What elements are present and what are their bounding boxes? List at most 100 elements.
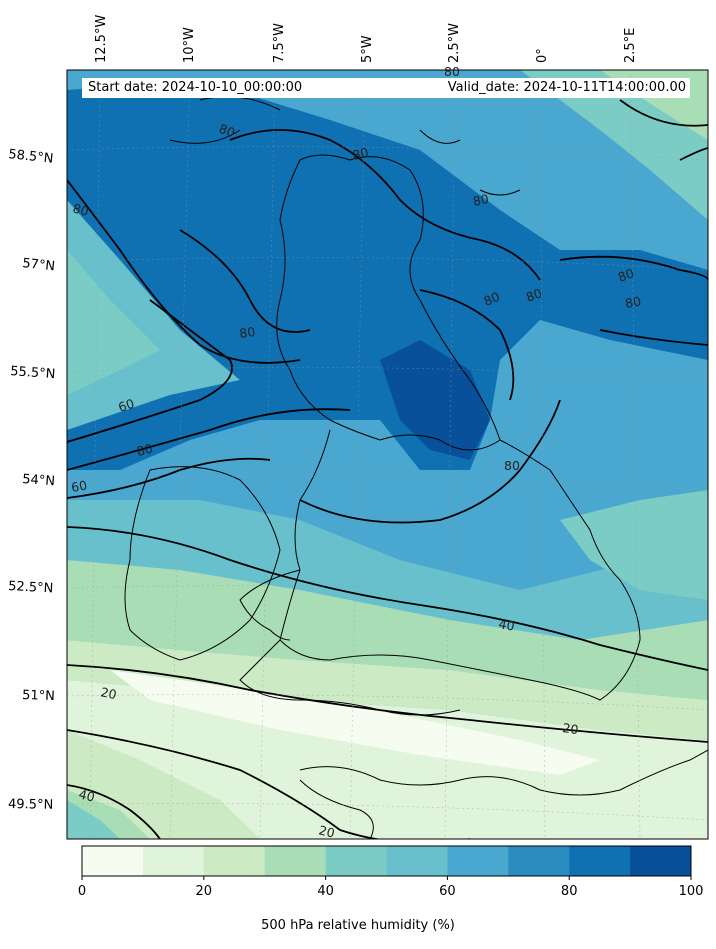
lon-label: 5°W: [360, 35, 375, 63]
valid-date-label: Valid_date: 2024-10-11T14:00:00.00: [447, 80, 686, 95]
coast-ireland: [124, 466, 281, 661]
field-sw-teal2: [67, 800, 120, 839]
contour-label: 80: [238, 324, 256, 341]
colorbar: 0 20 40 60 80 100: [78, 845, 704, 899]
colorbar-segment: [82, 846, 144, 876]
contour-label: 20: [99, 684, 118, 702]
contour-label: 80: [217, 121, 237, 141]
contour-60-south: [67, 457, 271, 499]
field-green-20: [67, 680, 708, 839]
contour-label: 20: [562, 720, 580, 737]
contour-label: 80: [624, 293, 642, 311]
field-mid-teal: [67, 500, 708, 640]
colorbar-segment: [386, 846, 448, 876]
start-date-label: Start date: 2024-10-10_00:00:00: [88, 80, 303, 95]
lat-label: 55.5°N: [10, 364, 56, 382]
contour-80-west: [67, 179, 301, 364]
grid-lon-4: [349, 70, 366, 839]
colorbar-tick-label: 100: [679, 884, 704, 899]
contour-80-east: [299, 399, 561, 524]
contour-label: 80: [524, 285, 544, 305]
grid-lat-1: [67, 146, 708, 161]
coast-brittany: [299, 779, 374, 839]
contour-80-south: [67, 408, 351, 471]
contour-label: 60: [70, 477, 88, 495]
colorbar-tick-label: 80: [561, 884, 578, 899]
colorbar-border: [81, 845, 692, 877]
lat-label: 52.5°N: [8, 579, 54, 596]
contour-80-east2: [419, 289, 515, 401]
contour-80-ne2: [599, 329, 708, 346]
gridlines: [67, 70, 708, 839]
colorbar-segment: [447, 846, 509, 876]
lon-label: 7.5°W: [272, 23, 287, 63]
grid-lon-3: [259, 70, 276, 839]
colorbar-title: 500 hPa relative humidity (%): [261, 918, 455, 933]
coast-wales: [239, 569, 301, 641]
grid-lat-5: [67, 585, 708, 601]
contour-label: 40: [497, 616, 515, 634]
contour-80-top: [619, 99, 708, 127]
contour-label: 60: [116, 396, 136, 415]
lat-label: 51°N: [22, 688, 55, 704]
lat-label: 58.5°N: [8, 147, 54, 167]
contour-label: 40: [77, 786, 96, 804]
field-lightest: [110, 670, 600, 775]
lat-label: 57°N: [22, 256, 56, 274]
colorbar-tick-label: 60: [439, 884, 456, 899]
date-info-box: Start date: 2024-10-10_00:00:00 Valid_da…: [82, 78, 690, 98]
grid-lat-2: [67, 257, 708, 271]
grid-lat-3: [67, 367, 708, 381]
grid-lon-1: [89, 70, 101, 839]
coast-france: [299, 749, 708, 796]
lon-label: 10°W: [182, 27, 197, 63]
lon-label: 0°: [535, 48, 550, 63]
grid-lat-6: [67, 694, 708, 711]
contour-label: 80: [135, 440, 154, 458]
contour-80-core: [229, 129, 541, 281]
contour-20-upper: [67, 664, 708, 743]
map-border: [66, 69, 709, 840]
grid-lon-5: [444, 70, 456, 839]
coast-scotland: [276, 154, 501, 451]
lat-label: 54°N: [22, 472, 56, 489]
contour-label: 80: [482, 289, 502, 309]
contour-label: 80: [351, 144, 370, 163]
lon-label: 2.5°E: [623, 28, 638, 63]
field-west-teal: [67, 200, 240, 440]
contour-label: 80: [504, 458, 520, 473]
colorbar-segment: [325, 846, 387, 876]
contour-label: 80: [616, 265, 636, 285]
contour-label: 80: [444, 64, 460, 79]
colorbar-segment: [142, 846, 205, 876]
contour-label: 80: [472, 191, 491, 209]
lon-label: 12.5°W: [94, 15, 109, 63]
lon-label: 2.5°W: [447, 23, 462, 63]
contour-label: 80: [71, 200, 90, 219]
colorbar-tick-label: 40: [317, 884, 334, 899]
lat-label: 49.5°N: [8, 797, 53, 813]
contour-60-west: [67, 299, 233, 443]
grid-lon-2: [169, 70, 191, 839]
grid-lat-7: [67, 803, 708, 821]
colorbar-segment: [264, 846, 327, 876]
contour-80-core2: [179, 229, 311, 333]
colorbar-segment: [508, 846, 570, 876]
field-green-40: [67, 560, 708, 700]
lat-labels: 58.5°N 57°N 55.5°N 54°N 52.5°N 51°N 49.5…: [8, 147, 56, 813]
lon-labels: 12.5°W 10°W 7.5°W 5°W 2.5°W 0° 2.5°E: [94, 15, 638, 63]
colorbar-segment: [203, 846, 266, 876]
contour-40-sw: [67, 784, 161, 839]
field-core-dark: [67, 80, 708, 470]
contour-label: 20: [317, 822, 336, 840]
contour-40: [67, 526, 708, 671]
field-green-30: [67, 640, 708, 740]
contour-80-ne: [559, 255, 708, 281]
field-east-green: [560, 490, 708, 600]
grid-lon-7: [629, 70, 641, 839]
grid-lon-6: [539, 70, 546, 839]
colorbar-segment: [630, 846, 692, 876]
colorbar-segment: [569, 846, 631, 876]
colorbar-tick-label: 20: [196, 884, 213, 899]
